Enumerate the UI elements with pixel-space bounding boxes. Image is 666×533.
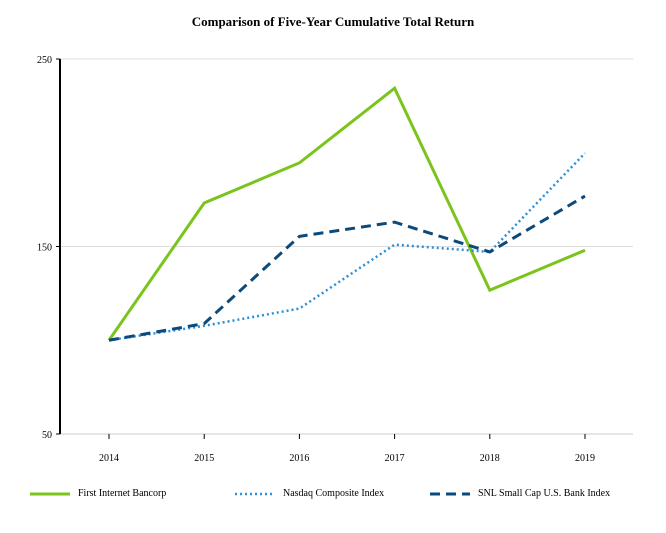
legend-label-2: SNL Small Cap U.S. Bank Index — [478, 488, 611, 499]
x-tick-label: 2017 — [385, 453, 405, 464]
x-tick-label: 2018 — [480, 453, 500, 464]
x-tick-label: 2015 — [194, 453, 214, 464]
x-tick-label: 2016 — [289, 453, 309, 464]
y-tick-label: 250 — [37, 55, 52, 66]
legend-item-0: First Internet Bancorp — [30, 488, 166, 499]
legend-label-1: Nasdaq Composite Index — [283, 488, 385, 499]
legend-item-1: Nasdaq Composite Index — [235, 488, 384, 499]
legend-item-2: SNL Small Cap U.S. Bank Index — [430, 488, 610, 499]
x-tick-label: 2019 — [575, 453, 595, 464]
x-tick-label: 2014 — [99, 453, 119, 464]
chart-title: Comparison of Five-Year Cumulative Total… — [191, 14, 475, 29]
plot-area: 50 150 250 2014 2015 2016 2017 2018 2019 — [37, 55, 633, 464]
y-tick-label: 150 — [37, 243, 52, 254]
series-line-1 — [108, 152, 586, 342]
series-line-2 — [108, 194, 586, 342]
legend-label-0: First Internet Bancorp — [78, 488, 167, 499]
y-tick-label: 50 — [42, 430, 52, 441]
series-line-0 — [107, 85, 586, 342]
